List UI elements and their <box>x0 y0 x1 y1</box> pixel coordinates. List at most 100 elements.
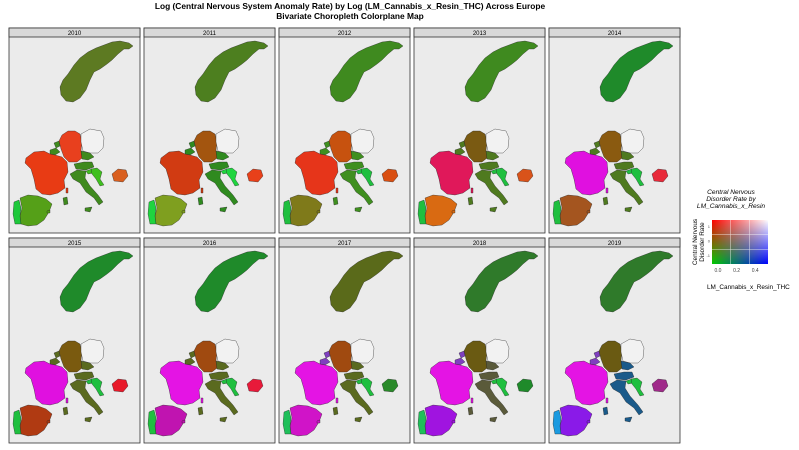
country-croatia <box>360 377 375 397</box>
country-islands <box>586 419 591 424</box>
country-czechia <box>620 150 635 161</box>
country-croatia <box>495 167 510 187</box>
country-sicily <box>624 416 633 423</box>
country-map <box>147 40 269 227</box>
legend-x-tick: 0.4 <box>752 268 759 274</box>
facet-year-label: 2016 <box>203 241 217 247</box>
country-austria <box>613 161 635 171</box>
facet-strip <box>278 27 411 38</box>
facet-strip <box>8 237 141 248</box>
country-netherlands <box>53 140 61 149</box>
country-sardinia <box>467 406 474 416</box>
country-corsica <box>65 187 69 194</box>
facet-year-label: 2019 <box>608 241 622 247</box>
country-austria <box>613 371 635 381</box>
country-sicily <box>489 416 498 423</box>
legend-y-tick: 1 <box>708 224 711 229</box>
country-islands <box>451 419 456 424</box>
country-poland <box>350 338 375 364</box>
country-belgium <box>589 357 601 366</box>
country-netherlands <box>188 350 196 359</box>
country-netherlands <box>323 350 331 359</box>
country-sicily <box>84 206 93 213</box>
country-sardinia <box>62 196 69 206</box>
country-croatia <box>630 167 645 187</box>
facet-strip <box>413 237 546 248</box>
country-croatia <box>90 377 105 397</box>
country-croatia <box>630 377 645 397</box>
country-france <box>294 360 339 406</box>
country-norway <box>329 40 404 103</box>
country-corsica <box>200 187 204 194</box>
country-map <box>12 250 134 437</box>
country-corsica <box>65 397 69 404</box>
country-hungary <box>651 168 669 183</box>
country-poland <box>485 338 510 364</box>
country-portugal <box>12 199 22 225</box>
legend-colorplane-top <box>712 220 768 264</box>
country-poland <box>620 338 645 364</box>
legend-ylabel-line-2: Disorder Rate <box>699 222 706 262</box>
country-hungary <box>111 378 129 393</box>
country-corsica <box>470 397 474 404</box>
country-poland <box>215 338 240 364</box>
country-sardinia <box>467 196 474 206</box>
country-austria <box>73 371 95 381</box>
country-czechia <box>80 150 95 161</box>
country-sicily <box>489 206 498 213</box>
country-sicily <box>354 416 363 423</box>
facet-strip <box>548 27 681 38</box>
country-belgium <box>184 147 196 156</box>
country-portugal <box>147 199 157 225</box>
legend-x-ticks: 0.0 0.2 0.4 <box>715 268 759 274</box>
country-map <box>552 250 674 437</box>
map-panel-2010: 2010 <box>8 27 141 234</box>
legend-x-tick: 0.2 <box>733 268 740 274</box>
country-map <box>12 40 134 227</box>
map-panel-2014: 2014 <box>548 27 681 234</box>
country-austria <box>478 371 500 381</box>
map-panel-2018: 2018 <box>413 237 546 444</box>
country-netherlands <box>458 140 466 149</box>
country-islands <box>46 419 51 424</box>
country-croatia <box>360 167 375 187</box>
country-netherlands <box>323 140 331 149</box>
country-croatia <box>225 167 240 187</box>
country-corsica <box>470 187 474 194</box>
country-netherlands <box>593 140 601 149</box>
map-panel-2013: 2013 <box>413 27 546 234</box>
facet-strip <box>143 27 276 38</box>
facet-year-label: 2012 <box>338 31 352 37</box>
country-czechia <box>80 360 95 371</box>
country-sicily <box>624 206 633 213</box>
facet-year-label: 2014 <box>608 31 622 37</box>
country-corsica <box>605 187 609 194</box>
legend-y-tick: 0 <box>708 239 711 244</box>
country-norway <box>194 40 269 103</box>
country-map <box>417 250 539 437</box>
country-croatia <box>90 167 105 187</box>
country-poland <box>485 128 510 154</box>
country-sicily <box>354 206 363 213</box>
map-panel-2015: 2015 <box>8 237 141 444</box>
country-norway <box>194 250 269 313</box>
country-islands <box>46 209 51 214</box>
country-map <box>282 250 404 437</box>
country-hungary <box>516 168 534 183</box>
country-france <box>159 360 204 406</box>
legend-y-ticks: 1 0 -1 <box>706 224 710 258</box>
legend-title-line-3: LM_Cannabis_x_Resin <box>697 203 766 210</box>
chart-title: Log (Central Nervous System Anomaly Rate… <box>0 1 700 21</box>
country-hungary <box>651 378 669 393</box>
facet-year-label: 2015 <box>68 241 82 247</box>
country-sardinia <box>602 196 609 206</box>
country-hungary <box>111 168 129 183</box>
country-hungary <box>516 378 534 393</box>
map-panel-2019: 2019 <box>548 237 681 444</box>
country-sicily <box>84 416 93 423</box>
country-france <box>159 150 204 196</box>
facet-strip <box>8 27 141 38</box>
country-islands <box>586 209 591 214</box>
country-belgium <box>454 357 466 366</box>
country-corsica <box>335 397 339 404</box>
